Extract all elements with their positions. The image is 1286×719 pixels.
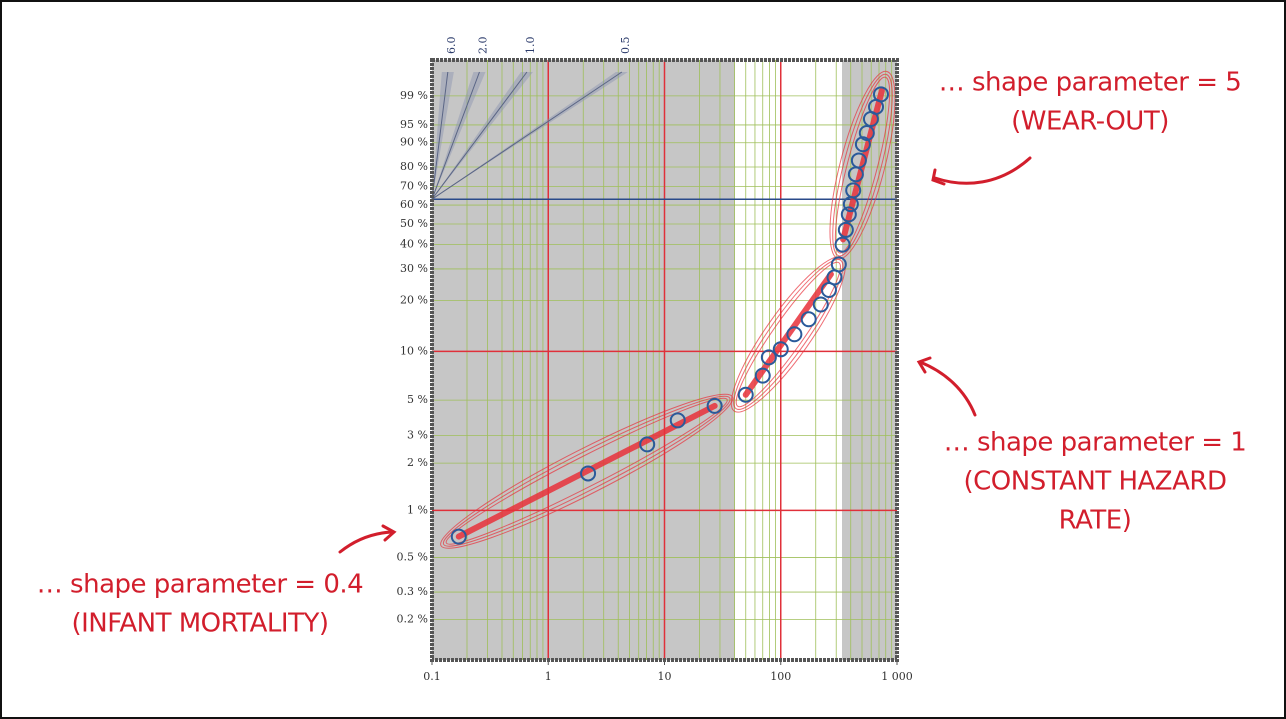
y-tick-label: 99 % [400, 89, 428, 102]
y-tick-label: 40 % [400, 238, 428, 251]
data-point [580, 465, 597, 482]
annotation-line: … shape parameter = 0.4 [37, 570, 363, 600]
y-tick-label: 0.3 % [397, 585, 428, 598]
fit-ellipse [440, 393, 734, 549]
y-tick-label: 50 % [400, 217, 428, 230]
y-tick-label: 30 % [400, 262, 428, 275]
data-point [800, 311, 817, 328]
fit-ellipse [834, 76, 891, 254]
y-tick-label: 70 % [400, 180, 428, 193]
fit-ellipse [829, 70, 896, 260]
slope-wedge [432, 72, 486, 200]
x-tick-label: 1 [545, 670, 552, 683]
annotation-line: … shape parameter = 5 [939, 68, 1242, 98]
slope-label: 1.0 [524, 37, 537, 55]
fit-line [455, 402, 718, 540]
plot-frame [430, 58, 899, 662]
data-point [845, 182, 862, 199]
data-point [872, 86, 889, 103]
data-point [760, 349, 777, 366]
data-point [840, 206, 857, 223]
y-tick-label: 80 % [400, 160, 428, 173]
fit-ellipse [735, 261, 841, 408]
arrow-head [931, 168, 946, 186]
annotation-line: (INFANT MORTALITY) [72, 609, 329, 639]
arrow [338, 530, 394, 554]
data-point [858, 125, 875, 142]
data-point [786, 326, 803, 343]
fit-ellipse [733, 259, 844, 410]
y-tick-label: 2 % [407, 456, 428, 469]
x-tick-label: 1 000 [881, 670, 913, 683]
arrow-head [916, 356, 932, 374]
annotation-line: … shape parameter = 1 [944, 428, 1247, 458]
data-point [737, 386, 754, 403]
slope-label: 2.0 [476, 37, 489, 55]
fit-ellipse [445, 397, 728, 545]
annotations: … shape parameter = 5 (WEAR-OUT) … shape p… [37, 68, 1247, 639]
x-tick-label: 100 [770, 670, 791, 683]
x-tick-label: 0.1 [423, 670, 441, 683]
y-tick-label: 1 % [407, 503, 428, 516]
slope-wedge [432, 72, 454, 200]
data-point [812, 296, 829, 313]
fit-ellipse [442, 395, 731, 547]
slope-label: 6.0 [445, 37, 458, 55]
data-point [850, 152, 867, 169]
y-tick-label: 10 % [400, 344, 428, 357]
y-tick-label: 5 % [407, 393, 428, 406]
slope-guide [431, 71, 449, 200]
data-point [706, 397, 723, 414]
y-tick-label: 3 % [407, 428, 428, 441]
data-point [854, 136, 871, 153]
fit-ellipse [832, 73, 893, 257]
y-tick-label: 95 % [400, 118, 428, 131]
y-tick-label: 0.2 % [397, 613, 428, 626]
grid [431, 60, 898, 665]
slope-guide [431, 71, 528, 200]
data-point [450, 528, 467, 545]
data-point [669, 412, 686, 429]
data-point [830, 256, 847, 273]
slope-guide [431, 71, 623, 200]
slope-wedge [432, 72, 628, 200]
data-point [837, 221, 854, 238]
annotation-line: (CONSTANT HAZARD [964, 467, 1227, 497]
annotation-line: (WEAR-OUT) [1011, 107, 1169, 137]
arrow [918, 360, 977, 417]
arrow-head [381, 524, 397, 542]
data-point [772, 341, 789, 358]
arrows [338, 156, 1032, 554]
data-point [834, 236, 851, 253]
arrow [933, 156, 1032, 185]
y-tick-label: 90 % [400, 136, 428, 149]
fit-line [840, 87, 885, 243]
slope-wedge [432, 72, 533, 200]
slope-guide [431, 71, 480, 200]
x-tick-label: 10 [658, 670, 672, 683]
slope-label: 0.5 [619, 37, 632, 55]
y-tick-label: 60 % [400, 198, 428, 211]
y-tick-label: 20 % [400, 294, 428, 307]
marks [440, 70, 896, 549]
annotation-line: RATE) [1059, 506, 1132, 536]
data-point [639, 436, 656, 453]
y-tick-label: 0.5 % [397, 550, 428, 563]
data-point [754, 367, 771, 384]
